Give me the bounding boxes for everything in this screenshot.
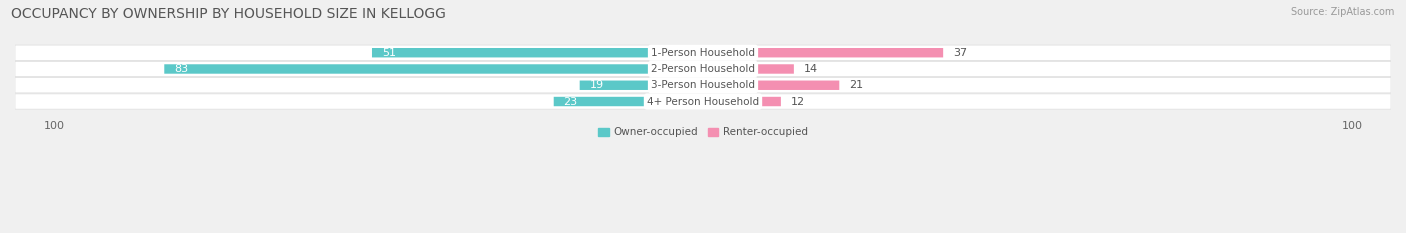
Text: Source: ZipAtlas.com: Source: ZipAtlas.com [1291, 7, 1395, 17]
Text: OCCUPANCY BY OWNERSHIP BY HOUSEHOLD SIZE IN KELLOGG: OCCUPANCY BY OWNERSHIP BY HOUSEHOLD SIZE… [11, 7, 446, 21]
FancyBboxPatch shape [15, 94, 1391, 109]
FancyBboxPatch shape [15, 61, 1391, 77]
FancyBboxPatch shape [579, 81, 703, 90]
Text: 4+ Person Household: 4+ Person Household [647, 96, 759, 106]
FancyBboxPatch shape [703, 64, 794, 74]
Text: 3-Person Household: 3-Person Household [651, 80, 755, 90]
Text: 19: 19 [589, 80, 603, 90]
Text: 51: 51 [381, 48, 395, 58]
Text: 37: 37 [953, 48, 967, 58]
FancyBboxPatch shape [165, 64, 703, 74]
FancyBboxPatch shape [15, 45, 1391, 60]
Text: 21: 21 [849, 80, 863, 90]
FancyBboxPatch shape [373, 48, 703, 58]
FancyBboxPatch shape [554, 97, 703, 106]
Text: 23: 23 [564, 96, 578, 106]
FancyBboxPatch shape [15, 78, 1391, 93]
Text: 14: 14 [804, 64, 818, 74]
Text: 83: 83 [174, 64, 188, 74]
Legend: Owner-occupied, Renter-occupied: Owner-occupied, Renter-occupied [595, 123, 811, 142]
FancyBboxPatch shape [703, 97, 780, 106]
FancyBboxPatch shape [703, 48, 943, 58]
Text: 12: 12 [790, 96, 804, 106]
FancyBboxPatch shape [703, 81, 839, 90]
Text: 1-Person Household: 1-Person Household [651, 48, 755, 58]
Text: 2-Person Household: 2-Person Household [651, 64, 755, 74]
